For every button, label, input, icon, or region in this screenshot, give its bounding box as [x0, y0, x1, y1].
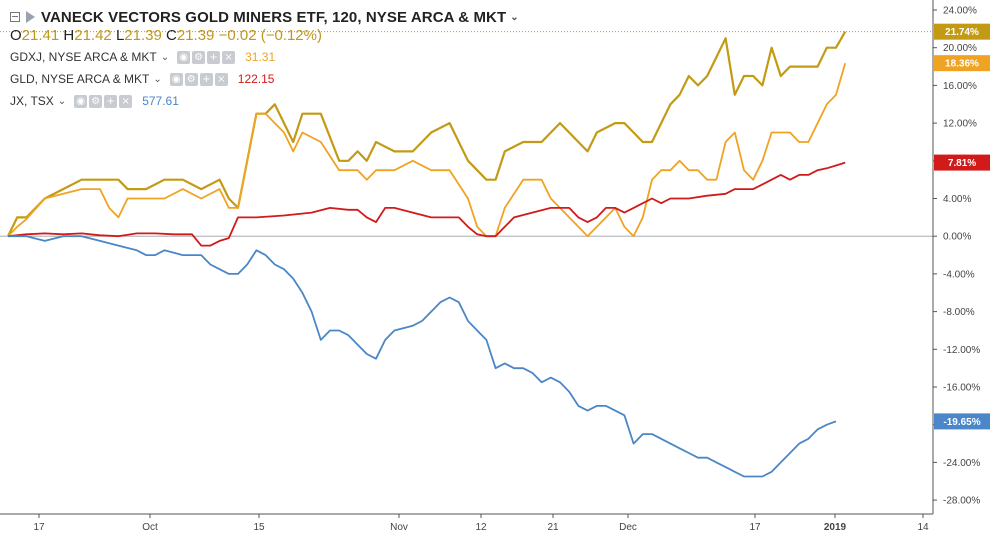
x-tick-label: 21	[547, 522, 559, 533]
plus-icon[interactable]: +	[207, 50, 221, 64]
y-tick-label: -16.00%	[943, 383, 980, 394]
chevron-down-icon[interactable]: ⌄	[160, 51, 170, 63]
y-tick-label: 4.00%	[943, 194, 971, 205]
series-row-gdxj[interactable]: GDXJ, NYSE ARCA & MKT ⌄ ◉ ⚙ + × 31.31	[10, 46, 570, 68]
price-tag-bg	[934, 154, 990, 171]
y-tick-label: -28.00%	[943, 496, 980, 507]
x-tick-label: 14	[917, 522, 929, 533]
chart-legend: VANECK VECTORS GOLD MINERS ETF, 120, NYS…	[10, 6, 570, 112]
series-label-jx[interactable]: JX, TSX	[10, 94, 54, 108]
chevron-down-icon[interactable]: ⌄	[153, 73, 162, 85]
x-tick-label: 12	[475, 522, 487, 533]
x-tick-label: 2019	[824, 522, 847, 533]
price-tag-bg	[934, 413, 990, 430]
y-tick-label: 20.00%	[943, 43, 977, 54]
series-value-gdxj: 31.31	[245, 50, 276, 64]
open-value: 21.41	[21, 26, 60, 44]
eye-icon[interactable]: ◉	[169, 72, 183, 86]
flag-icon[interactable]	[26, 11, 35, 23]
close-icon[interactable]: ×	[222, 50, 236, 64]
series-tools: ◉ ⚙ + ×	[177, 50, 236, 64]
y-tick-label: 24.00%	[943, 6, 977, 17]
high-label: H	[63, 26, 75, 44]
gear-icon[interactable]: ⚙	[192, 50, 206, 64]
high-value: 21.42	[74, 26, 112, 44]
y-tick-label: -24.00%	[943, 458, 980, 469]
y-tick-label: 16.00%	[943, 81, 977, 92]
series-line-gld	[7, 161, 846, 247]
y-tick-label: -12.00%	[943, 345, 980, 356]
series-row-gld[interactable]: GLD, NYSE ARCA & MKT ⌄ ◉ ⚙ + × 122.15	[10, 68, 570, 90]
y-tick-label: 0.00%	[943, 232, 971, 243]
symbol-title[interactable]: VANECK VECTORS GOLD MINERS ETF, 120, NYS…	[41, 8, 507, 26]
series-tools: ◉ ⚙ + ×	[74, 94, 133, 108]
series-label-gdxj[interactable]: GDXJ, NYSE ARCA & MKT	[10, 50, 157, 64]
change-value: −0.02 (−0.12%)	[218, 26, 322, 44]
open-label: O	[10, 26, 22, 44]
chevron-down-icon[interactable]: ⌄	[57, 95, 67, 107]
low-value: 21.39	[124, 26, 162, 44]
series-row-jx[interactable]: JX, TSX ⌄ ◉ ⚙ + × 577.61	[10, 90, 570, 112]
gear-icon[interactable]: ⚙	[184, 72, 198, 86]
price-tag-label: 21.74%	[945, 27, 979, 38]
x-tick-label: Dec	[619, 522, 637, 533]
price-tag-label: 18.36%	[945, 59, 979, 70]
series-label-gld[interactable]: GLD, NYSE ARCA & MKT	[10, 72, 150, 86]
close-label: C	[166, 26, 177, 44]
gear-icon[interactable]: ⚙	[89, 94, 103, 108]
x-tick-label: 17	[749, 522, 761, 533]
series-value-gld: 122.15	[237, 72, 275, 86]
y-tick-label: 12.00%	[943, 119, 977, 130]
ohlc-readout: O 21.41 H 21.42 L 21.39 C 21.39 −0.02 (−0.12…	[10, 24, 570, 46]
price-tag-label: -19.65%	[943, 417, 980, 428]
price-tag-bg	[934, 55, 990, 72]
close-icon[interactable]: ×	[214, 72, 228, 86]
eye-icon[interactable]: ◉	[177, 50, 191, 64]
low-label: L	[115, 26, 125, 44]
chart-grid	[0, 31, 933, 237]
legend-title-row[interactable]: VANECK VECTORS GOLD MINERS ETF, 120, NYS…	[10, 6, 570, 28]
series-value-jx: 577.61	[142, 94, 179, 108]
x-tick-label: 15	[253, 522, 265, 533]
series-line-vaneck-vectors-gold-miners-etf	[7, 31, 847, 237]
y-tick-label: -8.00%	[943, 307, 975, 318]
close-icon[interactable]: ×	[119, 94, 133, 108]
plus-icon[interactable]: +	[199, 72, 213, 86]
collapse-icon[interactable]	[10, 12, 20, 22]
series-lines	[7, 31, 847, 478]
close-value: 21.39	[176, 26, 215, 44]
price-tag-label: 7.81%	[948, 158, 976, 169]
series-tools: ◉ ⚙ + ×	[169, 72, 228, 86]
x-tick-label: Oct	[142, 522, 158, 533]
eye-icon[interactable]: ◉	[74, 94, 88, 108]
x-tick-label: Nov	[390, 522, 408, 533]
plus-icon[interactable]: +	[104, 94, 118, 108]
x-tick-label: 17	[33, 522, 45, 533]
price-tags: 21.74% 18.36% 7.81% -19.65%	[934, 23, 990, 430]
series-line-jx	[8, 235, 837, 478]
chevron-down-icon[interactable]: ⌄	[510, 11, 519, 23]
price-tag-bg	[934, 23, 990, 40]
y-tick-label: -4.00%	[943, 269, 975, 280]
